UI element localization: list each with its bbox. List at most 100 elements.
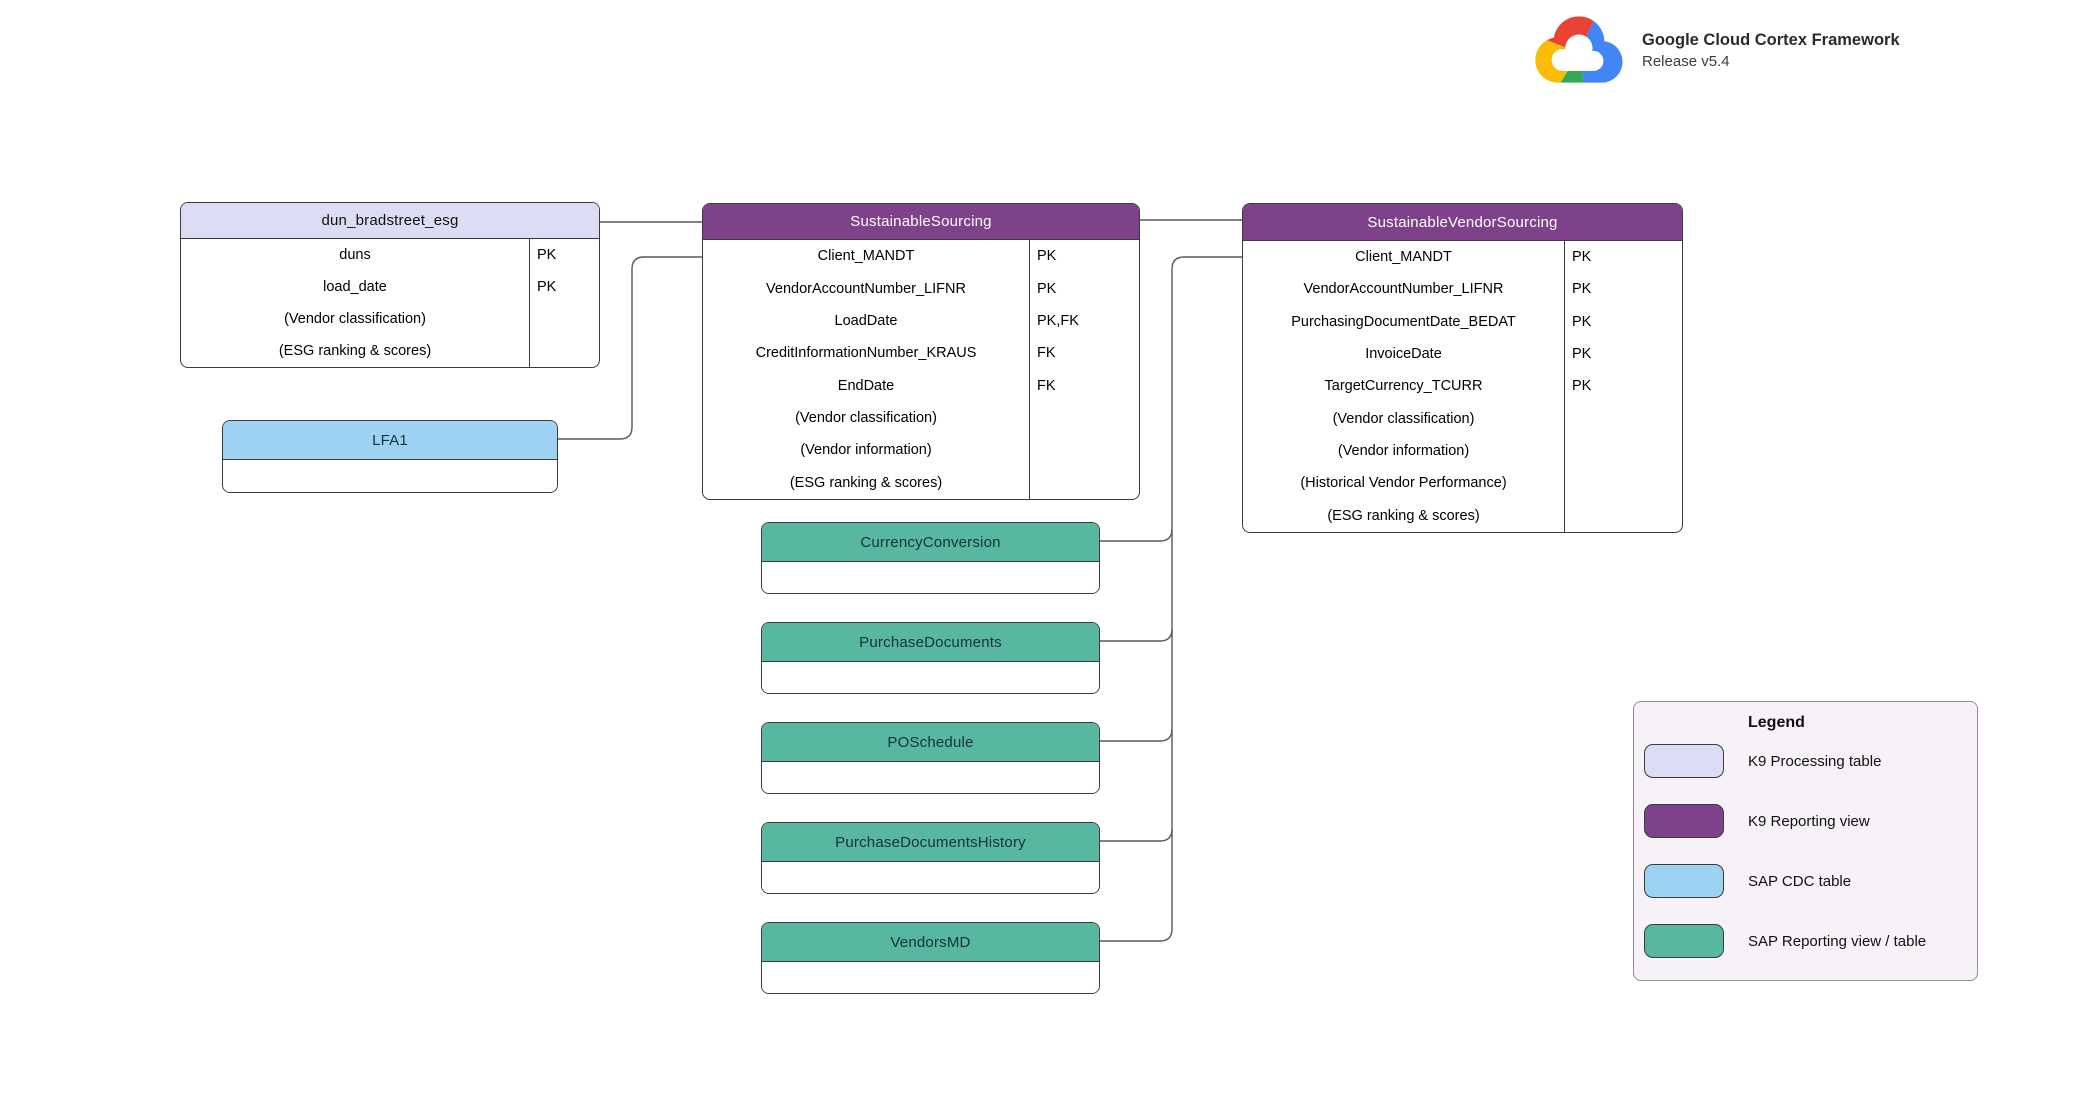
- key-flags: PK: [1564, 337, 1682, 371]
- entity-title: SustainableSourcing: [850, 213, 992, 230]
- legend-label: SAP CDC table: [1748, 872, 1852, 890]
- table-row: (Vendor classification): [1243, 402, 1682, 435]
- entity-header: SustainableSourcing: [703, 204, 1139, 240]
- brand-title: Google Cloud Cortex Framework: [1642, 30, 1900, 49]
- connector-purchasedocuments-to-trunk: [1100, 628, 1173, 642]
- legend-title: Legend: [1748, 714, 1805, 731]
- entity-title: PurchaseDocumentsHistory: [835, 833, 1026, 851]
- entity-empty-body: [762, 962, 1099, 993]
- key-flags: [1564, 467, 1682, 500]
- brand-subtitle: Release v5.4: [1642, 52, 1730, 70]
- field-name: VendorAccountNumber_LIFNR: [1303, 281, 1504, 298]
- entity-empty-body: [762, 662, 1099, 693]
- key-flags: [529, 303, 599, 335]
- field-name: Client_MANDT: [1355, 249, 1452, 266]
- table-row: (ESG ranking & scores): [703, 466, 1139, 499]
- entity-purchasedocuments[interactable]: PurchaseDocuments: [761, 622, 1100, 694]
- field-name: TargetCurrency_TCURR: [1324, 378, 1483, 395]
- table-row: load_date PK: [181, 271, 599, 303]
- table-row: VendorAccountNumber_LIFNR PK: [703, 272, 1139, 305]
- field-name: (ESG ranking & scores): [1327, 507, 1480, 524]
- entity-empty-body: [762, 762, 1099, 793]
- field-name: load_date: [323, 279, 387, 295]
- entity-sustainablesourcing[interactable]: SustainableSourcing Client_MANDT PK Vend…: [702, 203, 1140, 500]
- entity-title: SustainableVendorSourcing: [1367, 213, 1558, 231]
- entity-header: CurrencyConversion: [762, 523, 1099, 562]
- connector-currencyconversion-to-trunk: [1100, 528, 1173, 542]
- brand-header: Google Cloud Cortex Framework Release v5…: [1528, 8, 1900, 92]
- key-flags: PK: [1564, 370, 1682, 403]
- entity-header: dun_bradstreet_esg: [181, 203, 599, 239]
- key-flags: PK: [1029, 240, 1139, 273]
- table-row: LoadDate PK,FK: [703, 304, 1139, 338]
- table-row: duns PK: [181, 239, 599, 271]
- legend-label: K9 Reporting view: [1748, 812, 1870, 830]
- field-name: duns: [339, 247, 371, 263]
- field-name: (Vendor classification): [795, 410, 937, 427]
- entity-title: PurchaseDocuments: [859, 633, 1002, 651]
- legend-swatch-k9-processing: [1644, 744, 1724, 778]
- field-name: InvoiceDate: [1365, 346, 1442, 363]
- entity-purchasedocumentshistory[interactable]: PurchaseDocumentsHistory: [761, 822, 1100, 894]
- entity-empty-body: [223, 460, 557, 492]
- entity-rows: duns PK load_date PK (Vendor classificat…: [181, 239, 599, 367]
- key-flags: [529, 335, 599, 367]
- legend: Legend K9 Processing table K9 Reporting …: [1633, 701, 1978, 981]
- table-row: (ESG ranking & scores): [181, 335, 599, 367]
- legend-label: K9 Processing table: [1748, 752, 1882, 770]
- key-flags: PK: [529, 239, 599, 271]
- entity-title: dun_bradstreet_esg: [321, 212, 459, 229]
- key-flags: [1564, 402, 1682, 435]
- table-row: (Vendor classification): [181, 303, 599, 335]
- connector-purchasedocumentshistory-to-trunk: [1100, 828, 1173, 842]
- key-flags: PK: [1029, 272, 1139, 305]
- key-flags: [1564, 499, 1682, 532]
- table-row: VendorAccountNumber_LIFNR PK: [1243, 273, 1682, 306]
- entity-title: POSchedule: [887, 733, 974, 751]
- key-flags: PK,FK: [1029, 304, 1139, 338]
- entity-lfa1[interactable]: LFA1: [222, 420, 558, 493]
- key-flags: PK: [1564, 241, 1682, 274]
- entity-dun-bradstreet-esg[interactable]: dun_bradstreet_esg duns PK load_date PK …: [180, 202, 600, 368]
- legend-label: SAP Reporting view / table: [1748, 932, 1927, 950]
- entity-title: CurrencyConversion: [860, 533, 1001, 551]
- google-cloud-logo-icon: [1535, 16, 1623, 83]
- entity-vendorsmd[interactable]: VendorsMD: [761, 922, 1100, 994]
- legend-swatch-sap-cdc: [1644, 864, 1724, 898]
- legend-item: K9 Reporting view: [1644, 804, 1977, 838]
- table-row: InvoiceDate PK: [1243, 337, 1682, 371]
- field-name: CreditInformationNumber_KRAUS: [755, 345, 977, 362]
- field-name: (Vendor information): [1337, 443, 1470, 460]
- field-name: (ESG ranking & scores): [789, 474, 943, 491]
- entity-title: VendorsMD: [890, 933, 971, 951]
- legend-item: K9 Processing table: [1644, 744, 1977, 778]
- entity-rows: Client_MANDT PK VendorAccountNumber_LIFN…: [1243, 241, 1682, 532]
- key-flags: PK: [529, 271, 599, 303]
- brand-text: Google Cloud Cortex Framework Release v5…: [1642, 31, 1900, 70]
- entity-currencyconversion[interactable]: CurrencyConversion: [761, 522, 1100, 594]
- entity-header: SustainableVendorSourcing: [1243, 204, 1682, 241]
- table-row: (Vendor information): [1243, 434, 1682, 468]
- key-flags: [1029, 434, 1139, 467]
- entity-header: PurchaseDocumentsHistory: [762, 823, 1099, 862]
- entity-poschedule[interactable]: POSchedule: [761, 722, 1100, 794]
- entity-rows: Client_MANDT PK VendorAccountNumber_LIFN…: [703, 240, 1139, 499]
- legend-swatch-k9-reporting: [1644, 804, 1724, 838]
- field-name: (Vendor information): [800, 442, 932, 459]
- table-row: Client_MANDT PK: [1243, 241, 1682, 274]
- entity-header: LFA1: [223, 421, 557, 460]
- field-name: PurchasingDocumentDate_BEDAT: [1291, 313, 1516, 330]
- table-row: (Historical Vendor Performance): [1243, 467, 1682, 500]
- legend-item: SAP Reporting view / table: [1644, 924, 1977, 958]
- field-name: LoadDate: [834, 312, 898, 329]
- entity-title: LFA1: [372, 431, 408, 449]
- field-name: EndDate: [837, 377, 895, 394]
- entity-empty-body: [762, 562, 1099, 593]
- key-flags: PK: [1564, 305, 1682, 338]
- entity-header: POSchedule: [762, 723, 1099, 762]
- field-name: (Vendor classification): [1332, 410, 1475, 427]
- entity-header: PurchaseDocuments: [762, 623, 1099, 662]
- table-row: (Vendor classification): [703, 401, 1139, 435]
- entity-sustainablevendorsourcing[interactable]: SustainableVendorSourcing Client_MANDT P…: [1242, 203, 1683, 533]
